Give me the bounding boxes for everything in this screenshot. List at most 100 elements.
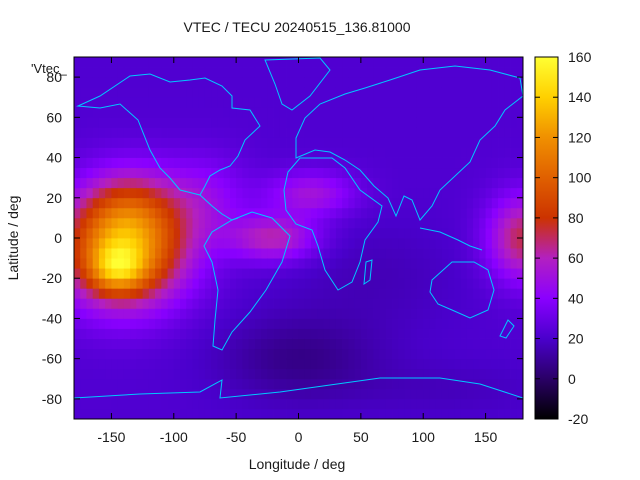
heatmap-cell bbox=[367, 348, 374, 360]
heatmap-cell bbox=[348, 338, 356, 350]
heatmap-cell bbox=[466, 308, 474, 319]
heatmap-cell bbox=[491, 408, 499, 419]
heatmap-cell bbox=[236, 97, 243, 108]
heatmap-cell bbox=[279, 87, 287, 98]
heatmap-cell bbox=[173, 398, 181, 410]
heatmap-cell bbox=[423, 358, 430, 370]
heatmap-cell bbox=[329, 87, 337, 98]
heatmap-cell bbox=[98, 77, 106, 88]
heatmap-cell bbox=[379, 248, 387, 259]
heatmap-cell bbox=[123, 378, 131, 390]
heatmap-cell bbox=[267, 167, 274, 179]
x-tick-label: 50 bbox=[353, 429, 369, 445]
heatmap-cell bbox=[173, 238, 181, 249]
heatmap-cell bbox=[342, 177, 349, 189]
heatmap-cell bbox=[435, 258, 443, 269]
heatmap-cell bbox=[373, 87, 380, 98]
heatmap-cell bbox=[229, 308, 237, 319]
heatmap-cell bbox=[373, 147, 380, 158]
heatmap-cell bbox=[354, 308, 362, 319]
heatmap-cell bbox=[204, 318, 212, 329]
heatmap-cell bbox=[423, 268, 430, 279]
heatmap-cell bbox=[180, 177, 187, 189]
heatmap-cell bbox=[379, 127, 387, 138]
heatmap-cell bbox=[317, 167, 324, 179]
heatmap-cell bbox=[198, 227, 206, 239]
heatmap-cell bbox=[516, 408, 523, 419]
heatmap-cell bbox=[398, 298, 405, 309]
heatmap-cell bbox=[80, 378, 87, 390]
heatmap-cell bbox=[460, 137, 468, 148]
heatmap-cell bbox=[485, 77, 493, 88]
heatmap-cell bbox=[416, 318, 424, 329]
heatmap-cell bbox=[404, 248, 412, 259]
heatmap-cell bbox=[186, 147, 193, 158]
heatmap-cell bbox=[180, 348, 187, 360]
heatmap-cell bbox=[429, 358, 437, 370]
heatmap-cell bbox=[360, 298, 368, 309]
heatmap-cell bbox=[248, 318, 256, 329]
heatmap-cell bbox=[404, 127, 412, 138]
heatmap-cell bbox=[180, 298, 187, 309]
heatmap-cell bbox=[298, 147, 306, 158]
heatmap-cell bbox=[510, 368, 518, 380]
heatmap-cell bbox=[429, 157, 437, 169]
heatmap-cell bbox=[435, 107, 443, 118]
heatmap-cell bbox=[498, 227, 505, 239]
heatmap-cell bbox=[454, 197, 462, 209]
heatmap-cell bbox=[441, 238, 449, 249]
heatmap-cell bbox=[385, 338, 393, 350]
heatmap-cell bbox=[379, 187, 387, 199]
heatmap-cell bbox=[448, 268, 455, 279]
heatmap-cell bbox=[416, 117, 424, 128]
heatmap-cell bbox=[148, 167, 156, 179]
heatmap-cell bbox=[335, 167, 343, 179]
heatmap-cell bbox=[254, 147, 262, 158]
heatmap-cell bbox=[329, 348, 337, 360]
heatmap-cell bbox=[267, 248, 274, 259]
heatmap-cell bbox=[423, 278, 430, 289]
heatmap-cell bbox=[198, 67, 206, 78]
heatmap-cell bbox=[267, 318, 274, 329]
heatmap-cell bbox=[279, 197, 287, 209]
heatmap-cell bbox=[398, 137, 405, 148]
heatmap-cell bbox=[80, 278, 87, 289]
heatmap-cell bbox=[180, 328, 187, 339]
heatmap-cell bbox=[86, 278, 94, 289]
heatmap-cell bbox=[423, 408, 430, 419]
heatmap-cell bbox=[323, 368, 331, 380]
heatmap-cell bbox=[161, 127, 168, 138]
heatmap-cell bbox=[74, 368, 81, 380]
heatmap-cell bbox=[491, 227, 499, 239]
heatmap-cell bbox=[460, 127, 468, 138]
heatmap-cell bbox=[298, 127, 306, 138]
heatmap-cell bbox=[498, 57, 505, 68]
heatmap-cell bbox=[379, 298, 387, 309]
heatmap-cell bbox=[267, 207, 274, 219]
heatmap-cell bbox=[435, 408, 443, 419]
heatmap-cell bbox=[498, 308, 505, 319]
heatmap-cell bbox=[404, 348, 412, 360]
heatmap-cell bbox=[485, 258, 493, 269]
heatmap-cell bbox=[385, 227, 393, 239]
heatmap-cell bbox=[155, 368, 162, 380]
heatmap-cell bbox=[186, 157, 193, 169]
heatmap-cell bbox=[180, 77, 187, 88]
heatmap-cell bbox=[111, 57, 119, 68]
heatmap-cell bbox=[310, 167, 318, 179]
heatmap-cell bbox=[323, 248, 331, 259]
heatmap-cell bbox=[398, 87, 405, 98]
heatmap-cell bbox=[155, 227, 162, 239]
heatmap-cell bbox=[367, 117, 374, 128]
heatmap-cell bbox=[273, 358, 281, 370]
heatmap-cell bbox=[98, 127, 106, 138]
x-tick-label: -50 bbox=[226, 429, 246, 445]
heatmap-cell bbox=[155, 67, 162, 78]
heatmap-cell bbox=[392, 268, 399, 279]
heatmap-cell bbox=[429, 227, 437, 239]
heatmap-cell bbox=[348, 217, 356, 229]
heatmap-cell bbox=[404, 358, 412, 370]
heatmap-cell bbox=[211, 328, 218, 339]
heatmap-cell bbox=[323, 177, 331, 189]
heatmap-cell bbox=[267, 388, 274, 400]
